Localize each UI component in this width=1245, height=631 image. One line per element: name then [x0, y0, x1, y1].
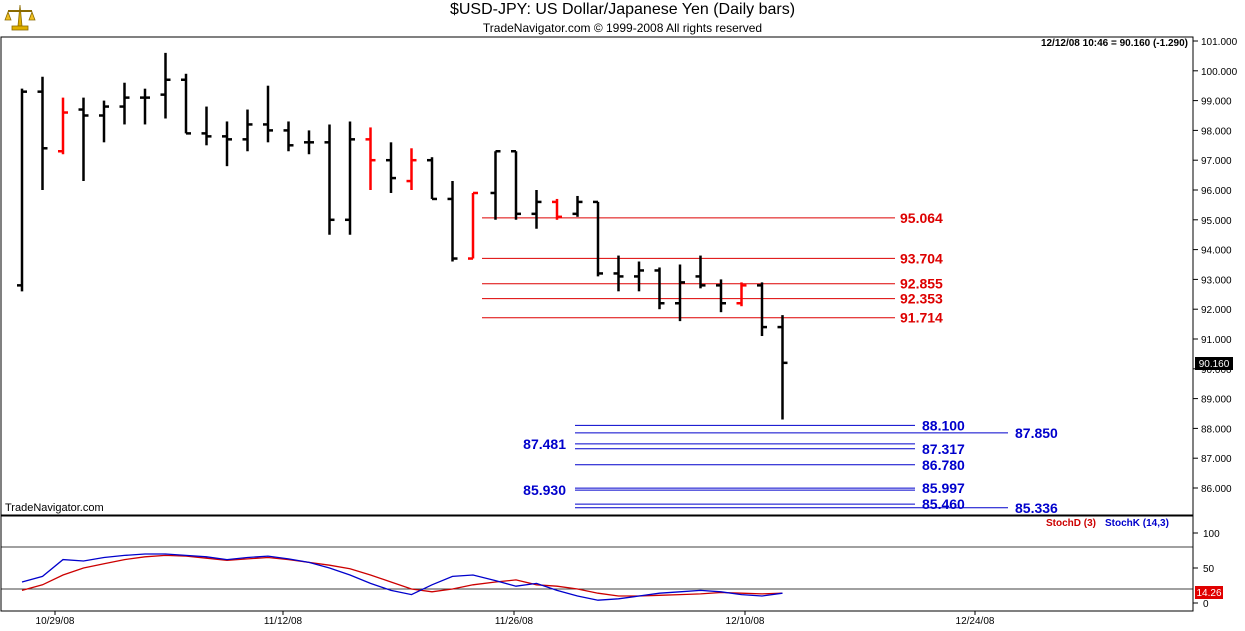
support-label: 88.100 [922, 417, 965, 433]
stoch-y-tick-label: 0 [1203, 599, 1209, 610]
y-tick-label: 100.000 [1201, 67, 1238, 78]
y-tick-label: 92.000 [1201, 305, 1232, 316]
y-tick-label: 95.000 [1201, 216, 1232, 227]
y-tick-label: 93.000 [1201, 275, 1232, 286]
x-tick-label: 10/29/08 [36, 616, 75, 627]
support-label: 85.930 [523, 482, 566, 498]
resistance-label: 93.704 [900, 250, 943, 266]
copyright-subtitle: TradeNavigator.com © 1999-2008 All right… [482, 21, 763, 35]
resistance-label: 91.714 [900, 310, 943, 326]
stoch-last-value-box [1195, 586, 1223, 599]
y-tick-label: 88.000 [1201, 424, 1232, 435]
x-tick-label: 12/24/08 [956, 616, 995, 627]
resistance-label: 95.064 [900, 210, 943, 226]
y-tick-label: 87.000 [1201, 454, 1232, 465]
x-tick-label: 11/12/08 [264, 616, 303, 627]
y-tick-label: 94.000 [1201, 246, 1232, 257]
legend-stochk: StochK (14,3) [1105, 518, 1169, 529]
resistance-label: 92.353 [900, 291, 943, 307]
resistance-label: 92.855 [900, 276, 943, 292]
watermark: TradeNavigator.com [5, 502, 104, 514]
last-price-box [1195, 357, 1233, 370]
balance-scale-icon [4, 4, 36, 31]
support-label: 87.481 [523, 436, 566, 452]
y-tick-label: 97.000 [1201, 156, 1232, 167]
y-tick-label: 96.000 [1201, 186, 1232, 197]
stoch-y-tick-label: 50 [1203, 564, 1215, 575]
y-tick-label: 98.000 [1201, 126, 1232, 137]
stoch-series-line [21, 553, 783, 601]
x-tick-label: 12/10/08 [726, 616, 765, 627]
support-label: 86.780 [922, 457, 965, 473]
support-label: 87.850 [1015, 425, 1058, 441]
y-tick-label: 91.000 [1201, 335, 1232, 346]
price-readout: 12/12/08 10:46 = 90.160 (-1.290) [1041, 38, 1188, 49]
chart-title: $USD-JPY: US Dollar/Japanese Yen (Daily … [449, 1, 796, 18]
x-tick-label: 11/26/08 [495, 616, 534, 627]
support-label: 85.336 [1015, 500, 1058, 516]
y-tick-label: 99.000 [1201, 97, 1232, 108]
support-label: 85.997 [922, 480, 965, 496]
stochastic-panel [0, 515, 1194, 612]
last-price-label: 90.160 [1199, 359, 1230, 370]
stoch-series-line [21, 554, 783, 597]
y-tick-label: 86.000 [1201, 484, 1232, 495]
legend-stochd: StochD (3) [1046, 518, 1096, 529]
support-label: 87.317 [922, 441, 965, 457]
y-tick-label: 89.000 [1201, 395, 1232, 406]
stoch-y-tick-label: 100 [1203, 529, 1220, 540]
support-label: 85.460 [922, 496, 965, 512]
y-tick-label: 90.000 [1201, 365, 1232, 376]
stoch-last-value: 14.26 [1196, 588, 1221, 599]
y-tick-label: 101.000 [1201, 37, 1238, 48]
